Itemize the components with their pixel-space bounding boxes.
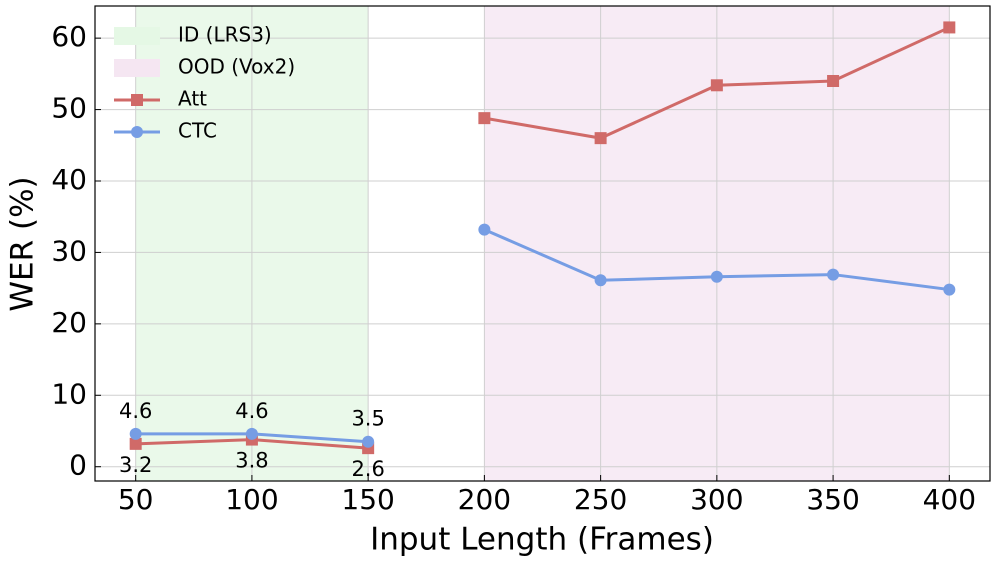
marker — [710, 79, 723, 92]
legend-swatch — [114, 27, 160, 45]
data-label: 3.5 — [351, 407, 384, 431]
data-label: 3.2 — [119, 453, 152, 477]
y-tick-label: 10 — [51, 377, 87, 410]
data-label: 2.6 — [351, 457, 384, 481]
marker — [478, 112, 491, 125]
marker — [943, 21, 956, 34]
y-tick-label: 60 — [51, 20, 87, 53]
y-tick-label: 0 — [69, 449, 87, 482]
y-tick-label: 50 — [51, 92, 87, 125]
marker — [943, 283, 956, 296]
x-tick-label: 200 — [458, 483, 511, 516]
legend-label: Att — [178, 87, 207, 111]
marker — [478, 223, 491, 236]
data-label: 4.6 — [119, 399, 152, 423]
data-label: 4.6 — [235, 399, 268, 423]
x-axis-label: Input Length (Frames) — [370, 522, 714, 558]
y-tick-label: 20 — [51, 306, 87, 339]
x-tick-label: 150 — [341, 483, 394, 516]
y-tick-label: 30 — [51, 234, 87, 267]
marker — [594, 132, 607, 145]
plot-frame — [94, 5, 991, 482]
legend-marker — [131, 126, 143, 138]
legend-label: ID (LRS3) — [178, 23, 272, 47]
y-tick-label: 40 — [51, 163, 87, 196]
marker — [245, 427, 258, 440]
x-tick-label: 300 — [690, 483, 743, 516]
x-tick-label: 50 — [118, 483, 154, 516]
marker — [710, 270, 723, 283]
data-label: 3.8 — [235, 449, 268, 473]
x-tick-label: 250 — [574, 483, 627, 516]
legend-marker — [131, 94, 143, 106]
marker — [362, 435, 375, 448]
marker — [129, 437, 142, 450]
legend-swatch — [114, 59, 160, 77]
x-tick-label: 350 — [806, 483, 859, 516]
marker — [827, 268, 840, 281]
y-axis-label: WER (%) — [5, 176, 41, 311]
legend-label: OOD (Vox2) — [178, 55, 295, 79]
legend-label: CTC — [178, 119, 217, 143]
marker — [827, 75, 840, 87]
x-tick-label: 400 — [923, 483, 976, 516]
marker — [129, 427, 142, 440]
marker — [594, 274, 607, 287]
x-tick-label: 100 — [225, 483, 278, 516]
